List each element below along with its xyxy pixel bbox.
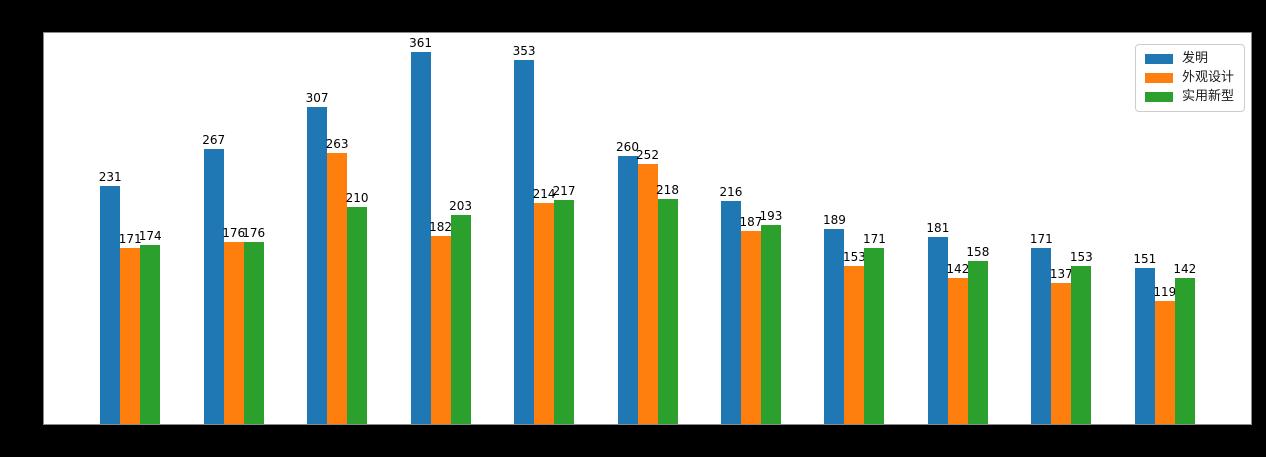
bar-group-8: 189 153 171 — [822, 33, 886, 424]
bar-series1-group4 — [410, 51, 431, 424]
legend-item-1: 发明 — [1144, 51, 1234, 66]
bar-value-label: 217 — [552, 184, 576, 199]
bar-series3-group4 — [450, 214, 471, 424]
bar-value-label: 137 — [1049, 266, 1073, 281]
bar-value-label: 263 — [325, 136, 349, 151]
bar-group-3: 307 263 210 — [305, 33, 369, 424]
bar-series1-group5 — [514, 59, 535, 424]
bar-series2-group9 — [947, 277, 968, 424]
legend-swatch-icon — [1144, 54, 1173, 64]
bar-series3-group9 — [967, 261, 988, 424]
bar-value-label: 153 — [842, 250, 866, 265]
bar-value-label: 218 — [656, 183, 679, 198]
bar-value-label: 181 — [926, 221, 950, 236]
bar-value-label: 260 — [616, 139, 639, 154]
legend-item-3: 实用新型 — [1144, 89, 1234, 104]
bar-series2-group8 — [844, 266, 865, 424]
bar-series1-group9 — [927, 237, 948, 424]
legend-label: 实用新型 — [1181, 89, 1234, 104]
bar-group-5: 353 214 217 — [512, 33, 576, 424]
bar-value-label: 171 — [118, 231, 142, 246]
bar-value-label: 189 — [822, 213, 846, 228]
bar-series1-group11 — [1134, 268, 1155, 424]
bar-series1-group7 — [720, 201, 741, 424]
bar-series3-group11 — [1174, 277, 1195, 424]
legend-swatch-icon — [1144, 92, 1173, 102]
bar-series3-group6 — [657, 199, 678, 424]
legend-label: 发明 — [1181, 51, 1208, 66]
bar-value-label: 214 — [532, 187, 556, 202]
bar-value-label: 171 — [1029, 231, 1053, 246]
legend: 发明外观设计实用新型 — [1134, 44, 1245, 112]
bar-value-label: 307 — [305, 91, 329, 106]
bar-group-6: 260 252 218 — [616, 33, 679, 424]
bar-series1-group10 — [1031, 247, 1052, 424]
bar-group-1: 231 171 174 — [98, 33, 162, 424]
bar-group-7: 216 187 193 — [719, 33, 783, 424]
bar-value-label: 187 — [739, 215, 763, 230]
bar-value-label: 203 — [449, 198, 473, 213]
bar-value-label: 252 — [636, 148, 659, 163]
bar-series2-group2 — [223, 242, 244, 424]
legend-swatch-icon — [1144, 73, 1173, 83]
bar-value-label: 158 — [966, 245, 990, 259]
bar-series3-group5 — [554, 200, 575, 424]
bar-value-label: 353 — [512, 43, 536, 58]
bar-series2-group7 — [740, 231, 761, 424]
bar-group-4: 361 182 203 — [409, 33, 473, 424]
bar-series1-group3 — [307, 107, 328, 424]
bar-series2-group4 — [430, 236, 451, 424]
bar-value-label: 210 — [345, 191, 369, 206]
bar-value-label: 216 — [719, 185, 743, 200]
bar-series1-group1 — [100, 185, 121, 424]
legend-item-2: 外观设计 — [1144, 70, 1234, 85]
bar-series3-group7 — [760, 224, 781, 424]
bar-series1-group8 — [824, 229, 845, 424]
bar-series2-group11 — [1154, 301, 1175, 424]
bar-series3-group3 — [347, 207, 368, 424]
bar-series2-group10 — [1051, 282, 1072, 424]
bar-series2-group5 — [534, 203, 555, 424]
bar-series3-group1 — [140, 244, 161, 424]
bar-value-label: 267 — [202, 132, 226, 147]
bar-value-label: 174 — [138, 228, 162, 243]
bar-series2-group1 — [120, 247, 141, 424]
bar-series3-group2 — [243, 242, 264, 424]
bar-value-label: 361 — [409, 35, 433, 50]
bar-value-label: 142 — [946, 261, 970, 276]
bar-series1-group6 — [617, 155, 638, 424]
bar-value-label: 119 — [1153, 285, 1177, 300]
bar-group-11: 151 119 142 — [1133, 33, 1197, 424]
bar-group-10: 171 137 153 — [1029, 33, 1093, 424]
bar-group-9: 181 142 158 — [926, 33, 990, 424]
bar-value-label: 182 — [429, 220, 453, 235]
bar-series3-group10 — [1071, 266, 1092, 424]
bar-value-label: 151 — [1133, 252, 1157, 267]
bar-value-label: 153 — [1069, 250, 1093, 265]
bar-series2-group6 — [637, 164, 658, 424]
bar-series1-group2 — [203, 148, 224, 424]
bar-value-label: 176 — [242, 226, 266, 241]
bar-group-2: 267 176 176 — [202, 33, 266, 424]
bar-value-label: 193 — [759, 208, 783, 223]
bar-value-label: 142 — [1173, 261, 1197, 276]
bar-value-label: 171 — [862, 231, 886, 246]
bar-series3-group8 — [864, 247, 885, 424]
bar-series2-group3 — [327, 152, 348, 424]
bar-value-label: 231 — [98, 169, 122, 184]
plot-area: 231 171 174 267 176 176 307 263 210 361 182 203 353 2… — [43, 32, 1252, 425]
bar-value-label: 176 — [222, 226, 246, 241]
legend-label: 外观设计 — [1181, 70, 1234, 85]
